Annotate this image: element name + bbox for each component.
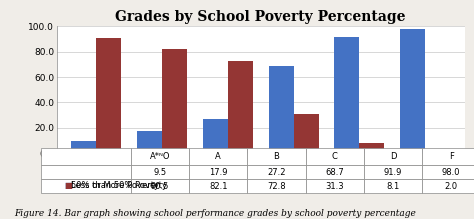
Bar: [203, 119, 228, 153]
Bar: [137, 131, 162, 153]
Bar: [269, 66, 293, 153]
Bar: [359, 143, 384, 153]
Text: ■: ■: [64, 181, 72, 190]
Bar: [293, 113, 319, 153]
Bar: [162, 49, 187, 153]
Bar: [425, 151, 450, 153]
Title: Grades by School Poverty Percentage: Grades by School Poverty Percentage: [116, 10, 406, 24]
Text: 50% or More Poverty: 50% or More Poverty: [71, 181, 159, 190]
Text: Figure 14. Bar graph showing school performance grades by school poverty percent: Figure 14. Bar graph showing school perf…: [14, 209, 416, 218]
Bar: [334, 37, 359, 153]
Text: Less than 50% Poverty: Less than 50% Poverty: [71, 181, 167, 190]
Bar: [400, 29, 425, 153]
Bar: [72, 141, 96, 153]
Bar: [228, 61, 253, 153]
Bar: [96, 38, 121, 153]
Text: ■: ■: [64, 181, 72, 190]
